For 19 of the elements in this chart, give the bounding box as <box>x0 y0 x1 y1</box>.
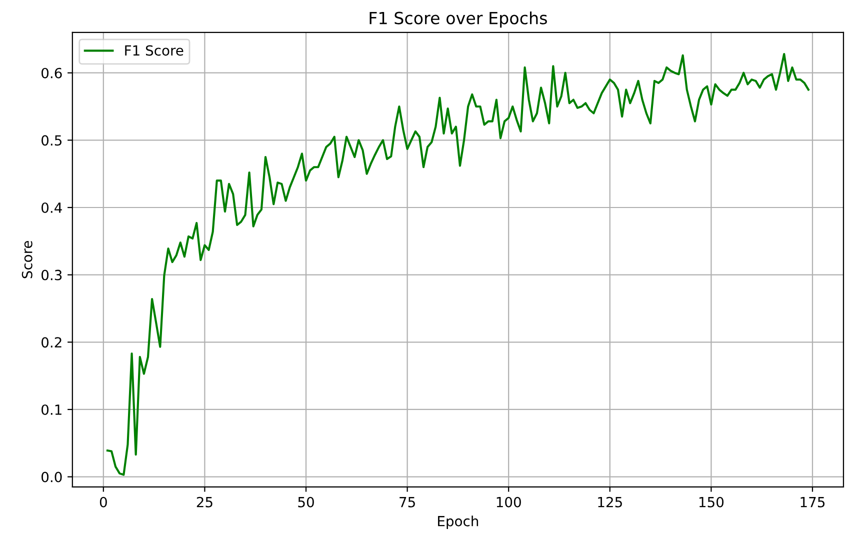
x-tick-label: 50 <box>298 496 314 508</box>
y-tick-label: 0.3 <box>42 270 62 280</box>
y-tick-label: 0.0 <box>42 472 62 482</box>
y-tick-label: 0.5 <box>42 135 62 146</box>
x-tick-label: 175 <box>800 497 825 508</box>
y-tick-label: 0.1 <box>42 404 62 415</box>
y-tick-label: 0.6 <box>42 68 62 78</box>
chart-title: F1 Score over Epochs <box>370 11 547 28</box>
x-tick-label: 0 <box>100 496 107 508</box>
x-axis-title: Epoch <box>438 516 478 530</box>
x-tick-label: 25 <box>196 496 212 508</box>
x-tick-label: 100 <box>496 496 521 508</box>
x-tick-label: 125 <box>598 496 622 508</box>
x-tick-label: 150 <box>699 496 724 508</box>
y-axis-title: Score <box>22 240 32 278</box>
y-tick-label: 0.2 <box>42 337 62 348</box>
legend-label: F1 Score <box>125 45 184 56</box>
x-tick-label: 75 <box>400 497 415 508</box>
y-tick-label: 0.4 <box>42 202 62 213</box>
